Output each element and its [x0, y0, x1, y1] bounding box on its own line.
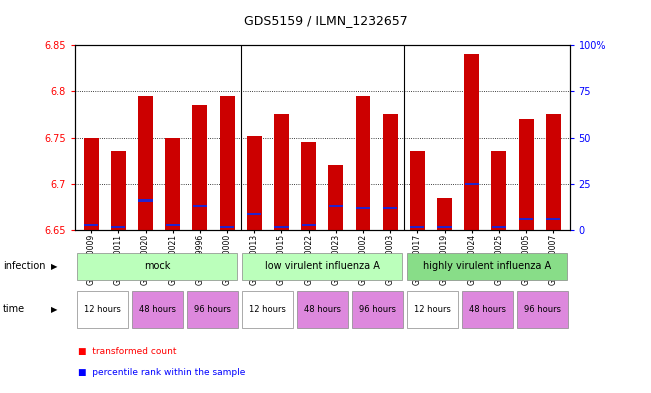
- Bar: [519, 218, 533, 220]
- Text: 96 hours: 96 hours: [359, 305, 396, 314]
- Bar: [517, 290, 568, 329]
- Text: ■  percentile rank within the sample: ■ percentile rank within the sample: [78, 368, 245, 377]
- Bar: [383, 207, 397, 209]
- Text: ▶: ▶: [51, 262, 57, 271]
- Bar: [187, 290, 238, 329]
- Bar: [139, 199, 152, 202]
- Text: 48 hours: 48 hours: [469, 305, 506, 314]
- Bar: [301, 224, 316, 226]
- Bar: [465, 183, 479, 185]
- Bar: [407, 290, 458, 329]
- Bar: [274, 114, 289, 230]
- Bar: [410, 226, 424, 228]
- Text: 96 hours: 96 hours: [194, 305, 231, 314]
- Bar: [247, 213, 262, 215]
- Bar: [193, 105, 208, 230]
- Bar: [356, 207, 370, 209]
- Bar: [138, 96, 153, 230]
- Bar: [77, 253, 238, 279]
- Bar: [84, 138, 99, 230]
- Bar: [219, 96, 234, 230]
- Bar: [352, 290, 403, 329]
- Bar: [437, 226, 452, 228]
- Bar: [546, 114, 561, 230]
- Bar: [111, 226, 126, 228]
- Bar: [84, 224, 98, 226]
- Bar: [410, 151, 425, 230]
- Bar: [355, 96, 370, 230]
- Bar: [111, 151, 126, 230]
- Bar: [301, 142, 316, 230]
- Bar: [519, 119, 534, 230]
- Text: 48 hours: 48 hours: [304, 305, 340, 314]
- Bar: [383, 114, 398, 230]
- Text: 96 hours: 96 hours: [523, 305, 561, 314]
- Bar: [77, 290, 128, 329]
- Bar: [297, 290, 348, 329]
- Bar: [464, 55, 479, 230]
- Bar: [165, 138, 180, 230]
- Bar: [407, 253, 567, 279]
- Bar: [462, 290, 513, 329]
- Bar: [132, 290, 183, 329]
- Bar: [546, 218, 561, 220]
- Bar: [274, 226, 288, 228]
- Bar: [220, 226, 234, 228]
- Bar: [165, 224, 180, 226]
- Bar: [492, 151, 506, 230]
- Text: 48 hours: 48 hours: [139, 305, 176, 314]
- Text: 12 hours: 12 hours: [84, 305, 121, 314]
- Bar: [242, 290, 293, 329]
- Text: ▶: ▶: [51, 305, 57, 314]
- Text: GDS5159 / ILMN_1232657: GDS5159 / ILMN_1232657: [243, 14, 408, 27]
- Bar: [328, 165, 343, 230]
- Bar: [437, 198, 452, 230]
- Bar: [242, 253, 402, 279]
- Text: 12 hours: 12 hours: [249, 305, 286, 314]
- Bar: [329, 205, 343, 207]
- Bar: [492, 226, 506, 228]
- Text: low virulent influenza A: low virulent influenza A: [265, 261, 380, 271]
- Text: mock: mock: [144, 261, 171, 271]
- Text: highly virulent influenza A: highly virulent influenza A: [423, 261, 551, 271]
- Text: time: time: [3, 305, 25, 314]
- Bar: [247, 136, 262, 230]
- Text: 12 hours: 12 hours: [414, 305, 450, 314]
- Text: ■  transformed count: ■ transformed count: [78, 347, 176, 356]
- Bar: [193, 205, 207, 207]
- Text: infection: infection: [3, 261, 46, 271]
